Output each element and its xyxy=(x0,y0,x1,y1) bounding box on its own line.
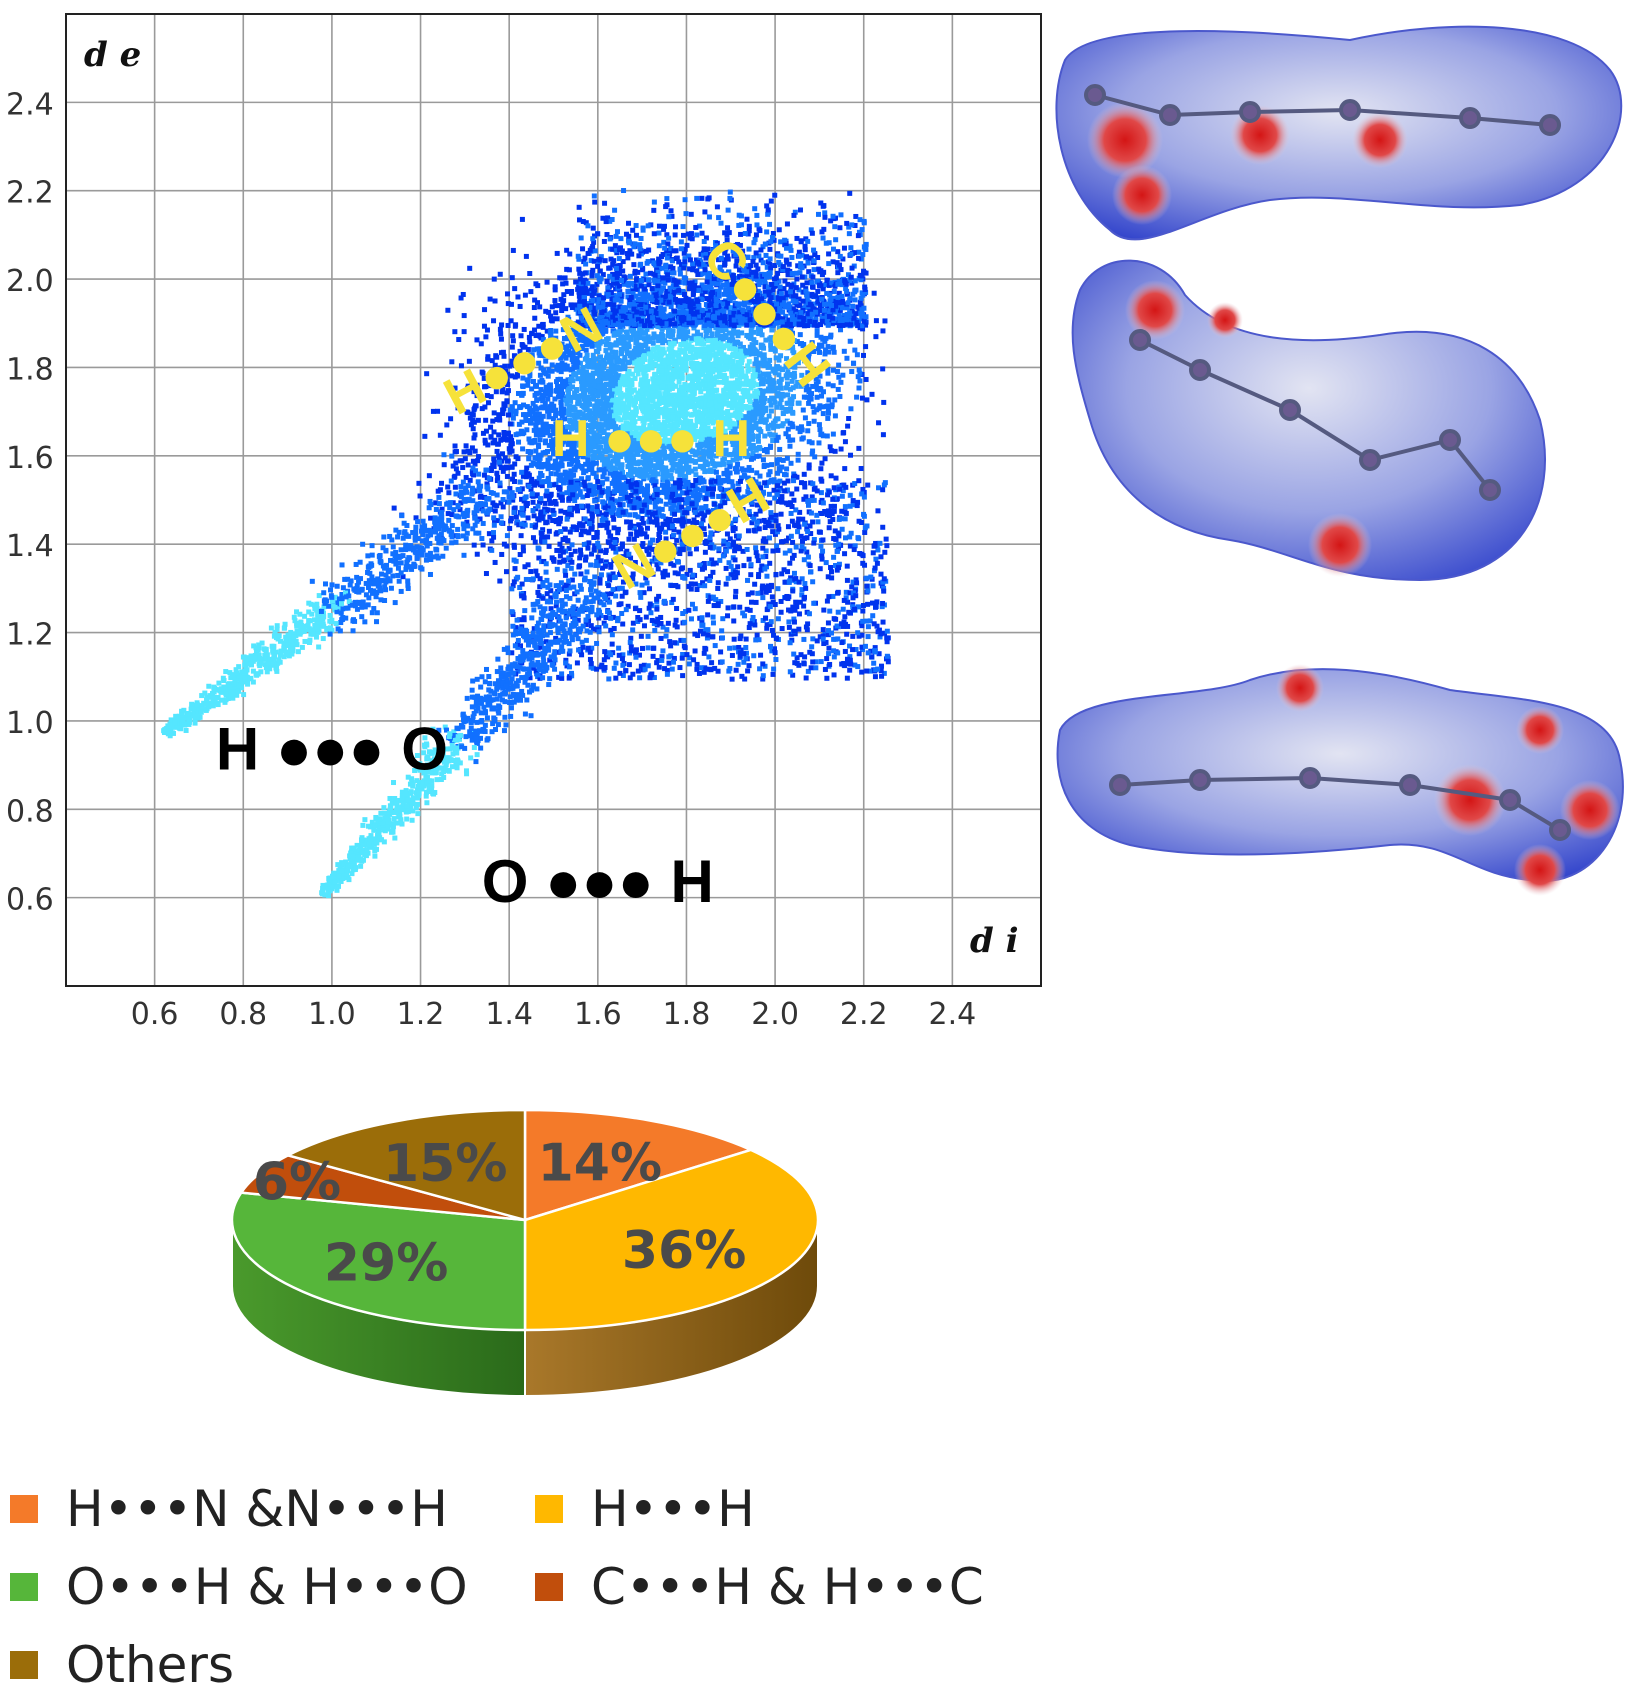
legend-item-o-h: O•••H & H•••O xyxy=(10,1558,468,1616)
pie-slices xyxy=(230,1108,820,1332)
pie-data-label: 6% xyxy=(253,1153,341,1213)
legend-swatch xyxy=(535,1573,563,1601)
fingerprint-scatter xyxy=(161,188,891,899)
fingerprint-annotation: H ●●● O xyxy=(216,716,448,783)
legend-label: H•••H xyxy=(591,1480,755,1538)
pie-slice xyxy=(523,1148,820,1332)
y-tick-label: 2.2 xyxy=(6,176,54,211)
legend-label: Others xyxy=(66,1636,235,1694)
y-axis-label: d e xyxy=(84,35,141,75)
plot-frame xyxy=(65,13,1042,987)
pie-data-label: 14% xyxy=(538,1133,662,1193)
y-tick-label: 1.6 xyxy=(6,441,54,476)
x-tick-label: 0.8 xyxy=(219,997,267,1030)
x-tick-label: 1.8 xyxy=(663,997,711,1030)
hirshfeld-surfaces xyxy=(1055,25,1624,896)
x-tick-label: 1.0 xyxy=(308,997,356,1030)
legend-swatch xyxy=(10,1495,38,1523)
y-tick-label: 1.0 xyxy=(6,706,54,741)
legend-swatch xyxy=(10,1651,38,1679)
x-tick-label: 2.4 xyxy=(929,997,977,1030)
legend-item-h-h: H•••H xyxy=(535,1480,755,1538)
fingerprint-plot: 0.6 0.8 1.0 1.2 1.4 1.6 1.8 2.0 2.2 2.4 0.6 0.8 1.0… xyxy=(6,13,1042,1030)
legend-item-h-n: H•••N &N•••H xyxy=(10,1480,448,1538)
x-tick-label: 1.4 xyxy=(485,997,533,1030)
legend-swatch xyxy=(10,1573,38,1601)
x-tick-label: 2.2 xyxy=(840,997,888,1030)
legend-label: H•••N &N•••H xyxy=(66,1480,448,1538)
y-tick-labels: 0.6 0.8 1.0 1.2 1.4 1.6 1.8 2.0 2.2 2.4 xyxy=(6,87,54,917)
x-tick-label: 2.0 xyxy=(751,997,799,1030)
x-tick-label: 1.6 xyxy=(574,997,622,1030)
x-tick-label: 0.6 xyxy=(131,997,179,1030)
surface-top xyxy=(1055,25,1623,241)
legend-swatch xyxy=(535,1495,563,1523)
surface-middle xyxy=(1071,259,1546,582)
x-tick-labels: 0.6 0.8 1.0 1.2 1.4 1.6 1.8 2.0 2.2 2.4 xyxy=(131,997,976,1030)
fingerprint-annotation: O ●●● H xyxy=(482,848,714,915)
surface-bottom xyxy=(1056,664,1624,896)
x-tick-label: 1.2 xyxy=(397,997,445,1030)
legend-item-others: Others xyxy=(10,1636,234,1694)
pie-data-labels: 14% 36% 29% 6% 15% xyxy=(253,1133,746,1293)
legend-label: O•••H & H•••O xyxy=(66,1558,468,1616)
x-axis-label: d i xyxy=(970,921,1019,961)
y-tick-label: 1.8 xyxy=(6,352,54,387)
fingerprint-annotation: H ●●● H xyxy=(552,410,750,468)
y-tick-label: 1.2 xyxy=(6,618,54,653)
contact-pie-chart: 14% 36% 29% 6% 15% xyxy=(230,1108,820,1398)
y-tick-label: 2.4 xyxy=(6,87,54,122)
y-tick-label: 0.8 xyxy=(6,794,54,829)
legend-item-c-h: C•••H & H•••C xyxy=(535,1558,984,1616)
y-tick-label: 1.4 xyxy=(6,529,54,564)
pie-data-label: 15% xyxy=(383,1134,507,1194)
pie-slice xyxy=(230,1191,527,1332)
pie-data-label: 29% xyxy=(324,1233,448,1293)
pie-slice xyxy=(284,1108,527,1222)
pie-data-label: 36% xyxy=(622,1221,746,1281)
y-tick-label: 2.0 xyxy=(6,264,54,299)
pie-slice xyxy=(523,1108,755,1222)
legend-label: C•••H & H•••C xyxy=(591,1558,984,1616)
y-tick-label: 0.6 xyxy=(6,883,54,918)
